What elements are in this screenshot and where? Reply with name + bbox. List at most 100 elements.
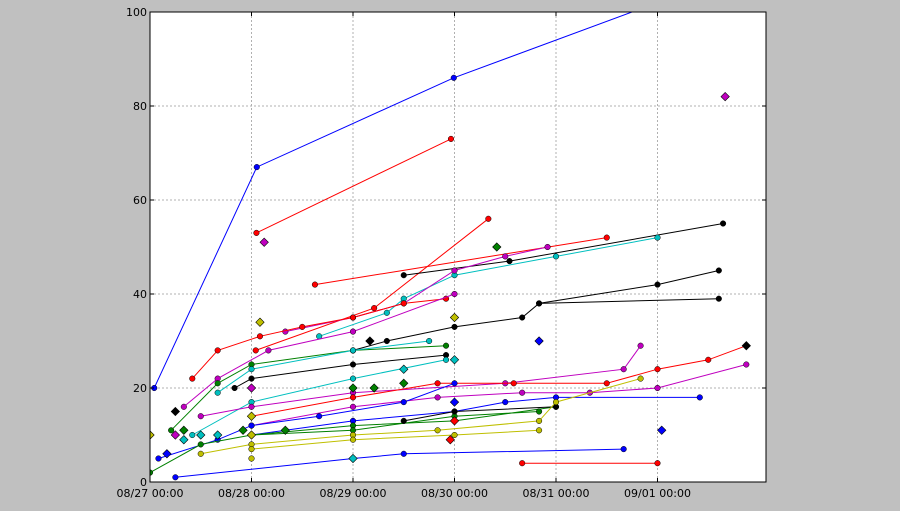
diamond-point [348,383,358,393]
data-point [654,460,661,467]
diamond-point [179,435,189,445]
data-point [519,389,526,396]
data-point [248,422,255,429]
data-point [603,380,610,387]
data-point [434,394,441,401]
diamond-point [399,378,409,388]
data-point [214,380,221,387]
data-point [189,375,196,382]
series-27 [519,460,661,467]
series-31 [170,336,751,417]
series-line [314,237,607,286]
data-point [451,431,458,439]
series-25 [248,427,543,453]
data-point [349,403,357,410]
y-tick-label: 40 [133,288,147,301]
series-line [251,429,540,450]
data-point [248,455,255,462]
diamond-point [449,416,460,426]
x-tick-label: 08/27 00:00 [117,487,184,500]
series-line [200,345,642,417]
diamond-point [246,411,257,421]
data-point [620,446,627,453]
diamond-point [238,425,248,435]
data-point [510,380,517,387]
diamond-point [170,406,180,417]
diamond-point [150,430,155,440]
series-14 [231,352,450,392]
diamond-point [246,383,257,393]
series-11 [536,295,722,307]
x-tick-label: 08/28 00:00 [218,487,285,500]
x-tick-label: 09/01 00:00 [624,487,691,500]
data-point [654,384,661,392]
series-line [256,138,452,234]
data-series [150,12,751,481]
data-point [654,366,661,373]
series-line [153,12,634,389]
diamond-point [720,91,730,102]
data-point [450,74,457,81]
plot-frame [149,11,767,483]
data-point [248,403,255,410]
data-point [552,399,560,406]
data-point [552,253,560,260]
diamond-point [741,341,751,351]
data-point [256,333,264,340]
y-tick-label: 0 [140,476,147,489]
data-point [150,469,154,476]
series-3 [252,215,492,354]
diamond-point [213,430,223,440]
data-point [400,300,407,307]
series-5 [400,220,727,279]
diamond-point [445,435,455,445]
data-point [536,417,543,424]
data-point [349,328,357,335]
data-point [253,229,260,236]
data-point [189,431,196,439]
data-point [180,403,187,410]
diamond-point [449,312,460,323]
y-tick-label: 100 [126,6,147,19]
diamond-point [657,425,667,435]
data-point [502,253,509,260]
data-point [197,413,204,420]
data-point [400,272,407,279]
data-point [349,361,357,368]
diamond-point [259,237,269,247]
diamond-point [280,425,290,435]
data-point [214,347,221,354]
x-tick-label: 08/30 00:00 [421,487,488,500]
diamond-point [449,355,460,365]
data-point [654,234,661,241]
data-point [155,455,162,462]
data-point [506,258,513,265]
data-point [252,347,259,354]
data-point [442,356,450,363]
data-point [451,267,458,274]
data-point [426,337,433,345]
data-point [536,408,543,415]
data-point [349,347,357,354]
diamond-point [365,336,375,346]
series-32 [150,312,460,440]
series-28 [248,455,255,462]
data-point [349,394,357,401]
data-point [743,361,750,368]
series-line [251,345,747,417]
data-point [720,220,727,227]
diamond-point [170,430,180,440]
series-line [217,340,430,394]
data-point [265,347,272,354]
data-point [231,384,238,392]
data-point [349,375,357,382]
diamond-point [369,383,379,393]
data-point [371,305,378,312]
y-tick-label: 80 [133,100,147,113]
data-point [451,380,458,387]
data-point [400,450,407,457]
series-line [150,406,557,474]
data-point [715,295,722,302]
diamond-point [179,425,189,435]
data-point [705,356,712,363]
